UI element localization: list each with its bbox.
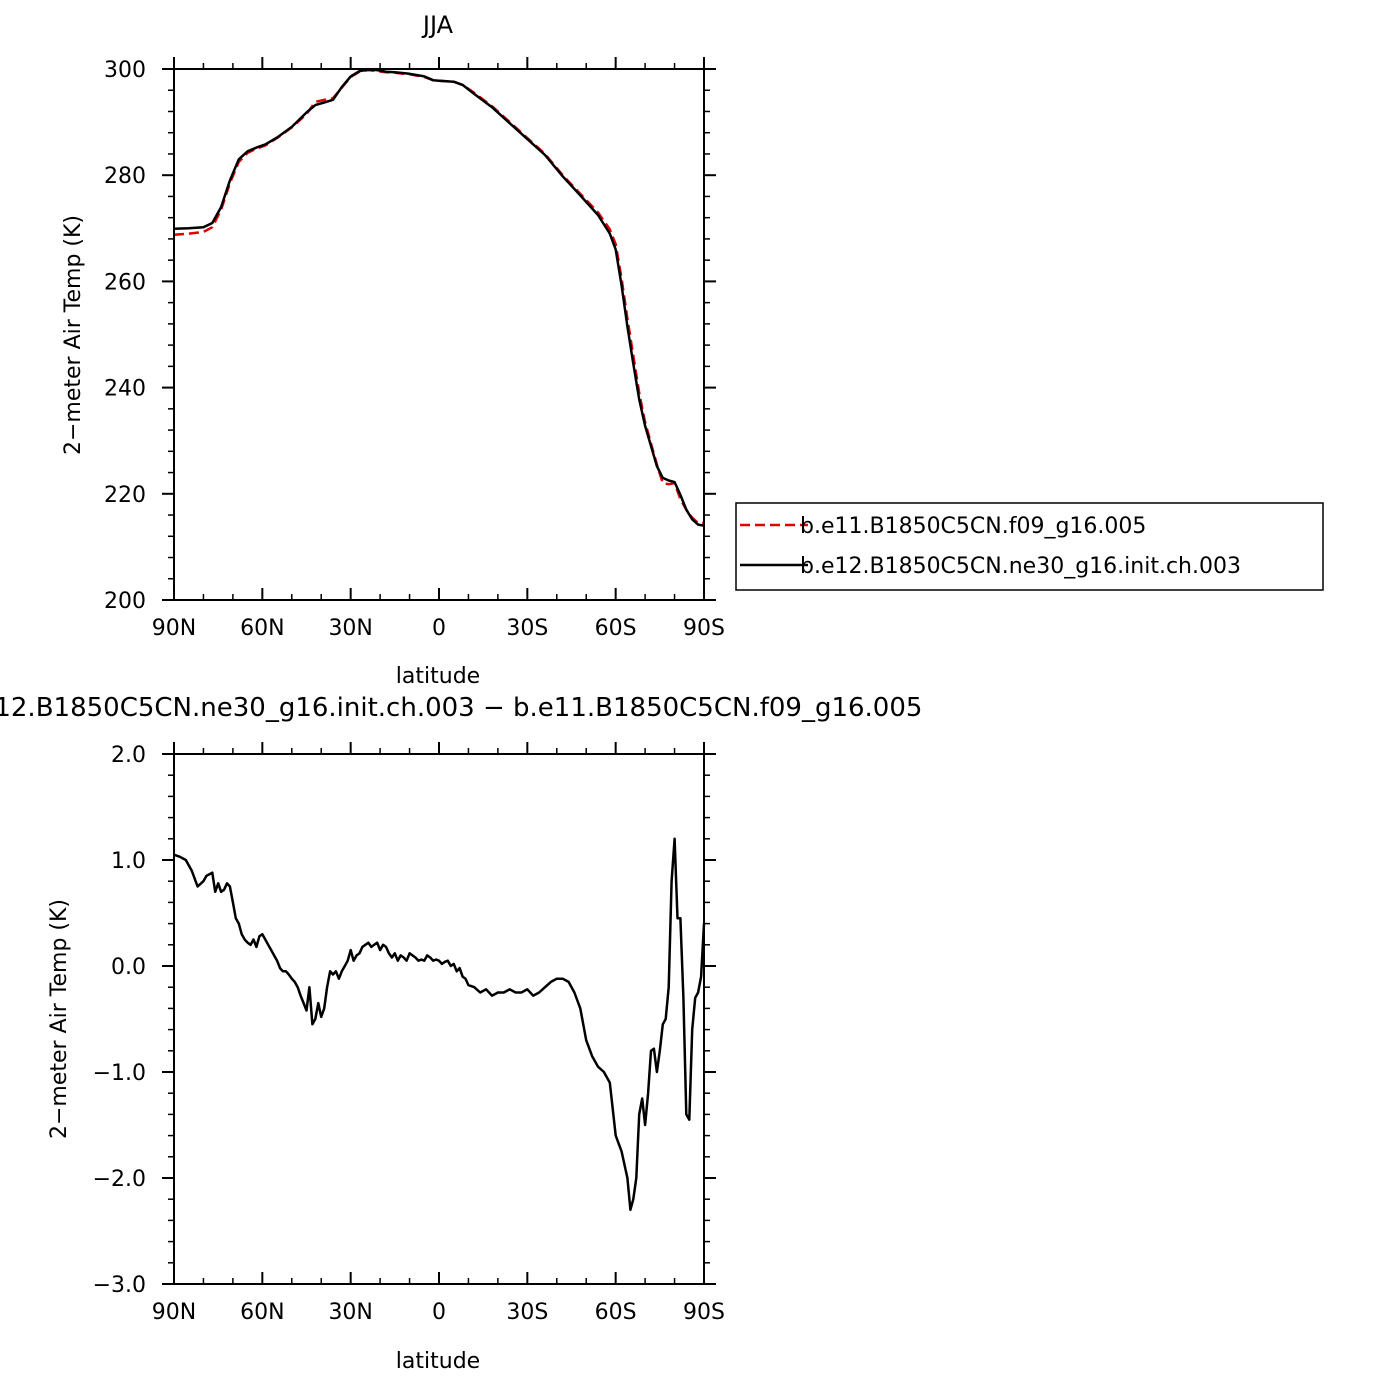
top-x-tick-label: 30S <box>506 616 548 641</box>
legend: b.e11.B1850C5CN.f09_g16.005 b.e12.B1850C… <box>735 502 1324 591</box>
bottom-series-line-1 <box>173 837 706 1212</box>
bottom-y-tick-label: −1.0 <box>93 1061 146 1086</box>
top-chart-xlabel: latitude <box>396 664 480 689</box>
bottom-y-tick-label: 0.0 <box>111 955 146 980</box>
legend-label-series-2: b.e12.B1850C5CN.ne30_g16.init.ch.003 <box>800 554 1241 579</box>
bottom-plot-frame <box>173 753 705 1285</box>
top-x-tick-label: 30N <box>328 616 372 641</box>
top-x-tick-label: 0 <box>432 616 446 641</box>
top-y-tick-label: 260 <box>104 270 146 295</box>
bottom-x-tick-label: 0 <box>432 1300 446 1325</box>
top-chart-ylabel: 2−meter Air Temp (K) <box>61 215 86 455</box>
bottom-x-tick-label: 30S <box>506 1300 548 1325</box>
bottom-y-tick-label: −2.0 <box>93 1167 146 1192</box>
bottom-y-tick-label: 1.0 <box>111 849 146 874</box>
bottom-x-tick-label: 30N <box>328 1300 372 1325</box>
top-chart-series-group <box>173 68 705 527</box>
top-x-tick-label: 90N <box>152 616 196 641</box>
top-y-tick-label: 280 <box>104 164 146 189</box>
top-chart-ticks: 90N 60N 30N 0 30S 60S 90S 200 220 240 260 280 300 <box>104 57 725 641</box>
bottom-x-tick-label: 90N <box>152 1300 196 1325</box>
bottom-x-tick-label: 90S <box>683 1300 725 1325</box>
top-chart-title: JJA <box>421 11 454 39</box>
bottom-panel: b.e12.B1850C5CN.ne30_g16.init.ch.003 − b… <box>0 693 922 1374</box>
top-x-tick-label: 60N <box>240 616 284 641</box>
top-series-line-1 <box>173 68 704 525</box>
top-y-tick-label: 300 <box>104 58 146 83</box>
top-x-tick-label: 60S <box>595 616 637 641</box>
bottom-chart-ylabel: 2−meter Air Temp (K) <box>47 899 72 1139</box>
legend-label-series-1: b.e11.B1850C5CN.f09_g16.005 <box>800 514 1146 539</box>
bottom-y-tick-label: −3.0 <box>93 1273 146 1298</box>
bottom-x-tick-label: 60N <box>240 1300 284 1325</box>
top-x-tick-label: 90S <box>683 616 725 641</box>
legend-box <box>735 502 1324 591</box>
bottom-chart-xlabel: latitude <box>396 1349 480 1374</box>
top-series-line-2 <box>173 68 705 527</box>
bottom-chart-ticks: 90N 60N 30N 0 30S 60S 90S −3.0 −2.0 −1.0 0.0 1.0 2.0 <box>93 742 725 1325</box>
top-y-tick-label: 220 <box>104 483 146 508</box>
bottom-x-tick-label: 60S <box>595 1300 637 1325</box>
bottom-chart-title: b.e12.B1850C5CN.ne30_g16.init.ch.003 − b… <box>0 693 922 723</box>
bottom-y-tick-label: 2.0 <box>111 743 146 768</box>
bottom-chart-series-group <box>173 837 706 1212</box>
top-y-tick-label: 200 <box>104 589 146 614</box>
top-y-tick-label: 240 <box>104 377 146 402</box>
top-panel: JJA 90N 60N 30N 0 30S 60S 90S 200 220 240 260 280 30… <box>61 11 1324 689</box>
